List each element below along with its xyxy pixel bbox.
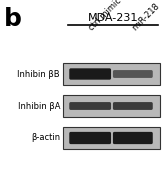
- Text: Inhibin βA: Inhibin βA: [18, 102, 60, 111]
- Bar: [63, 127, 160, 149]
- Text: ctrl mimic: ctrl mimic: [87, 0, 123, 32]
- Text: miR-218: miR-218: [131, 1, 162, 32]
- Text: b: b: [4, 7, 22, 31]
- Text: MDA-231: MDA-231: [88, 13, 138, 23]
- FancyBboxPatch shape: [113, 132, 153, 144]
- Bar: [63, 95, 160, 117]
- FancyBboxPatch shape: [69, 132, 111, 144]
- Text: β-actin: β-actin: [31, 134, 60, 142]
- Text: Inhibin βB: Inhibin βB: [17, 70, 60, 79]
- FancyBboxPatch shape: [113, 102, 153, 110]
- FancyBboxPatch shape: [113, 70, 153, 78]
- FancyBboxPatch shape: [69, 68, 111, 80]
- FancyBboxPatch shape: [69, 102, 111, 110]
- Bar: [63, 63, 160, 85]
